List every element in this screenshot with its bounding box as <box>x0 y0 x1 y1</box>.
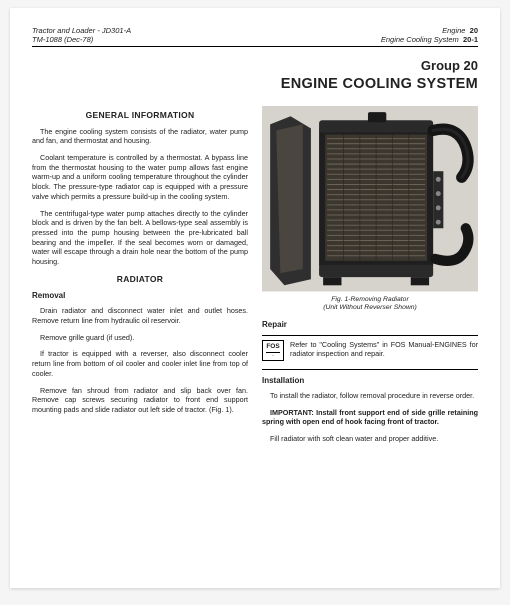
body-paragraph: If tractor is equipped with a reverser, … <box>32 349 248 378</box>
page: Tractor and Loader - JD301-A TM-1088 (De… <box>10 8 500 588</box>
rule <box>262 335 478 336</box>
important-label: IMPORTANT: <box>270 408 316 417</box>
fos-text: Refer to "Cooling Systems" in FOS Manual… <box>290 340 478 359</box>
figure-radiator <box>262 106 478 291</box>
body-paragraph: Fill radiator with soft clean water and … <box>262 434 478 444</box>
group-title: Group 20 <box>32 57 478 75</box>
page-header: Tractor and Loader - JD301-A TM-1088 (De… <box>32 26 478 47</box>
fos-label: FOS <box>266 344 280 351</box>
body-paragraph: Drain radiator and disconnect water inle… <box>32 306 248 325</box>
radiator-illustration <box>262 106 478 291</box>
right-column: Fig. 1-Removing Radiator (Unit Without R… <box>262 106 478 451</box>
radiator-heading: RADIATOR <box>32 274 248 285</box>
header-model: Tractor and Loader - JD301-A <box>32 26 131 35</box>
header-section: Engine 20 <box>381 26 478 35</box>
installation-heading: Installation <box>262 376 478 387</box>
body-paragraph: Remove grille guard (if used). <box>32 333 248 343</box>
repair-heading: Repair <box>262 320 478 331</box>
fos-callout: FOS ◦ Refer to "Cooling Systems" in FOS … <box>262 340 478 362</box>
left-column: GENERAL INFORMATION The engine cooling s… <box>32 106 248 451</box>
body-paragraph: The engine cooling system consists of th… <box>32 127 248 146</box>
body-paragraph: To install the radiator, follow removal … <box>262 391 478 401</box>
body-paragraph: Coolant temperature is controlled by a t… <box>32 153 248 202</box>
important-note: IMPORTANT: Install front support end of … <box>262 408 478 427</box>
header-subsection: Engine Cooling System 20-1 <box>381 35 478 44</box>
removal-heading: Removal <box>32 291 248 302</box>
header-doc-id: TM-1088 (Dec-78) <box>32 35 131 44</box>
body-paragraph: The centrifugal-type water pump attaches… <box>32 209 248 267</box>
content-columns: GENERAL INFORMATION The engine cooling s… <box>32 106 478 451</box>
header-left: Tractor and Loader - JD301-A TM-1088 (De… <box>32 26 131 44</box>
caption-line: (Unit Without Reverser Shown) <box>262 304 478 312</box>
body-paragraph: Remove fan shroud from radiator and slip… <box>32 386 248 415</box>
main-title: ENGINE COOLING SYSTEM <box>32 75 478 95</box>
figure-caption: Fig. 1-Removing Radiator (Unit Without R… <box>262 296 478 312</box>
fos-badge-icon: FOS ◦ <box>262 340 284 362</box>
header-right: Engine 20 Engine Cooling System 20-1 <box>381 26 478 44</box>
caption-line: Fig. 1-Removing Radiator <box>262 296 478 304</box>
rule <box>262 369 478 370</box>
general-info-heading: GENERAL INFORMATION <box>32 110 248 121</box>
fos-badge-sub: ◦ <box>266 352 280 359</box>
